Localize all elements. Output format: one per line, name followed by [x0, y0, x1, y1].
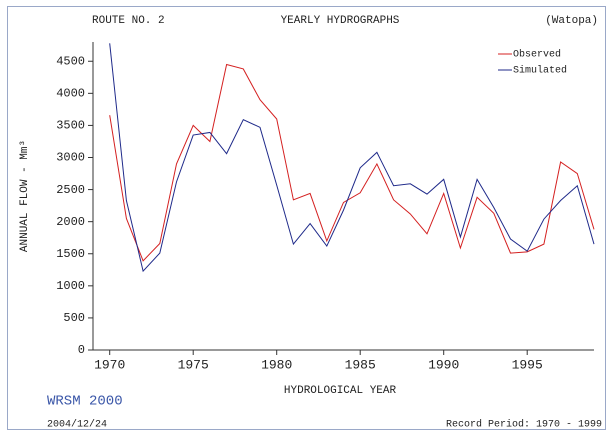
y-tick-label: 0 — [78, 343, 85, 357]
x-tick-label: 1985 — [345, 357, 376, 372]
legend-label: Observed — [513, 49, 561, 61]
x-tick-label: 1980 — [261, 357, 292, 372]
legend-label: Simulated — [513, 65, 567, 77]
y-tick-label: 3000 — [56, 151, 85, 165]
y-tick-label: 4000 — [56, 87, 85, 101]
station: (Watopa) — [545, 15, 598, 27]
y-tick-label: 1500 — [56, 247, 85, 261]
date: 2004/12/24 — [47, 419, 107, 431]
x-tick-label: 1995 — [512, 357, 543, 372]
record-period: Record Period: 1970 - 1999 — [446, 419, 602, 431]
frame — [7, 6, 606, 430]
series-line — [109, 63, 595, 262]
x-tick-label: 1990 — [428, 357, 459, 372]
y-tick-label: 2500 — [56, 183, 85, 197]
software: WRSM 2000 — [47, 394, 123, 410]
y-tick-label: 3500 — [56, 119, 85, 133]
y-tick-label: 500 — [63, 311, 85, 325]
y-axis-label: ANNUAL FLOW - Mm³ — [19, 140, 31, 252]
x-tick-label: 1975 — [178, 357, 209, 372]
series-line — [109, 43, 595, 273]
route: ROUTE NO. 2 — [92, 15, 165, 27]
chart-title: YEARLY HYDROGRAPHS — [281, 15, 400, 27]
y-tick-label: 1000 — [56, 279, 85, 293]
x-axis-label: HYDROLOGICAL YEAR — [284, 385, 397, 397]
y-tick-label: 2000 — [56, 215, 85, 229]
x-tick-label: 1970 — [94, 357, 125, 372]
y-tick-label: 4500 — [56, 54, 85, 68]
